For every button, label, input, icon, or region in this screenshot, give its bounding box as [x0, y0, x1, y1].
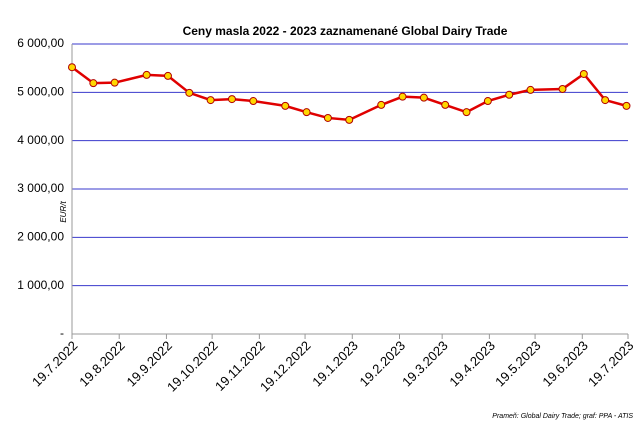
point — [302, 108, 311, 117]
point — [579, 69, 588, 78]
point — [462, 108, 471, 117]
point — [163, 71, 172, 80]
y-tick-label: 1 000,00 — [17, 278, 64, 292]
point — [110, 78, 119, 87]
source-note: Prameň: Global Dairy Trade; graf: PPA - … — [492, 413, 633, 420]
point — [185, 88, 194, 97]
y-tick-label: 3 000,00 — [17, 181, 64, 195]
point — [249, 97, 258, 106]
point — [441, 100, 450, 109]
point — [227, 95, 236, 104]
x-tick-label: 19.1.2023 — [309, 338, 361, 390]
point — [558, 84, 567, 93]
x-tick-label: 19.7.2022 — [29, 338, 81, 390]
x-tick-label: 19.7.2023 — [585, 338, 635, 390]
point — [419, 93, 428, 102]
chart-title: Ceny masla 2022 - 2023 zaznamenané Globa… — [183, 24, 508, 38]
point — [377, 100, 386, 109]
point — [142, 70, 151, 79]
point — [206, 96, 215, 105]
point — [505, 90, 514, 99]
point — [345, 115, 354, 124]
y-tick-label: 4 000,00 — [17, 133, 64, 147]
point — [323, 113, 332, 122]
point — [89, 79, 98, 88]
point — [526, 85, 535, 94]
point — [622, 101, 631, 110]
x-tick-label: 19.2.2023 — [357, 338, 409, 390]
point — [68, 63, 76, 72]
x-tick-label: 19.4.2023 — [446, 338, 498, 390]
series-line — [71, 66, 627, 122]
point — [483, 97, 492, 106]
point — [601, 96, 610, 105]
y-tick-label: - — [60, 326, 64, 340]
x-tick-label: 19.8.2022 — [76, 338, 128, 390]
y-tick-label: 5 000,00 — [17, 85, 64, 99]
y-axis-label: EUR/t — [59, 201, 68, 223]
x-tick-label: 19.3.2023 — [399, 338, 451, 390]
point — [281, 101, 290, 110]
y-tick-label: 2 000,00 — [17, 230, 64, 244]
x-tick-label: 19.5.2023 — [492, 338, 544, 390]
point — [398, 92, 407, 101]
x-tick-label: 19.6.2023 — [539, 338, 591, 390]
y-tick-label: 6 000,00 — [17, 36, 64, 50]
